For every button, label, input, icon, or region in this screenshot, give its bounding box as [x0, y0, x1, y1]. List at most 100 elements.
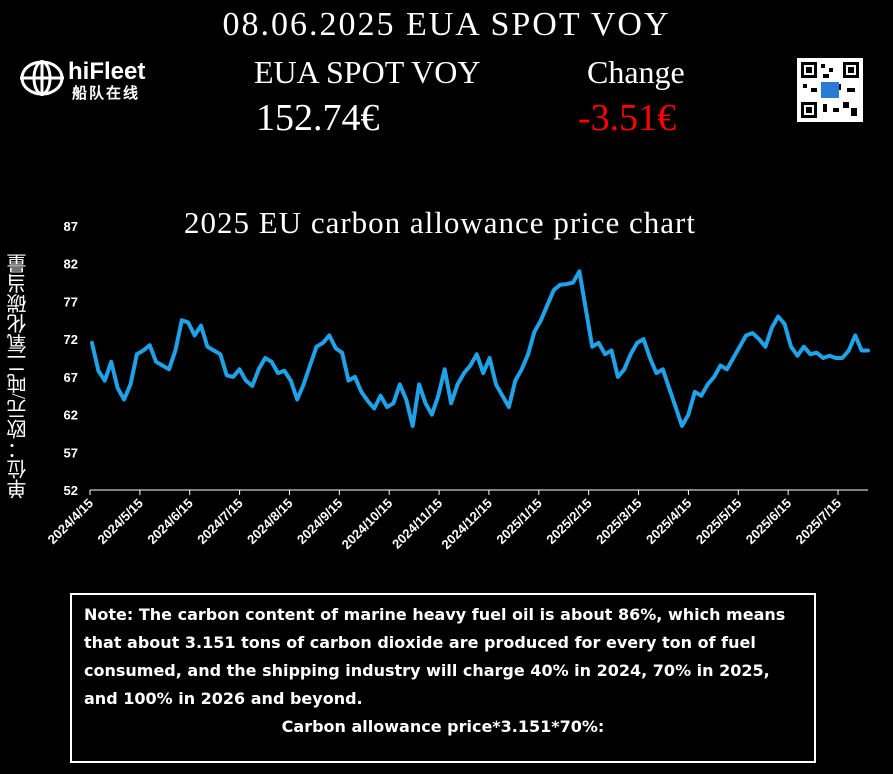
data-point	[866, 349, 870, 352]
data-point	[366, 399, 370, 403]
chart-title: 2025 EU carbon allowance price chart	[184, 205, 696, 240]
data-point	[327, 333, 331, 337]
data-point	[436, 394, 440, 398]
data-point	[103, 379, 107, 383]
data-point	[802, 345, 806, 349]
data-point	[545, 303, 549, 307]
data-point	[571, 281, 575, 285]
data-point	[481, 371, 485, 375]
series-line	[90, 269, 870, 428]
data-point	[661, 367, 665, 371]
y-tick-label: 62	[64, 408, 78, 423]
x-tick-label: 2025/4/15	[643, 496, 695, 548]
x-tick-label: 2024/8/15	[244, 496, 296, 548]
data-point	[539, 318, 543, 322]
data-point	[449, 401, 453, 405]
data-point	[238, 367, 241, 371]
hifleet-logo: hiFleet 船队在线	[20, 58, 170, 102]
data-point	[725, 367, 729, 371]
data-point	[321, 341, 325, 345]
x-tick-label: 2024/5/15	[94, 496, 146, 548]
data-point	[186, 321, 190, 324]
data-point	[231, 375, 235, 379]
data-point	[635, 341, 639, 345]
x-tick-label: 2024/6/15	[144, 496, 196, 548]
data-point	[558, 283, 562, 287]
data-point	[430, 413, 434, 417]
data-point	[359, 390, 363, 394]
data-point	[212, 349, 216, 352]
data-point	[712, 375, 716, 379]
data-point	[699, 394, 703, 398]
data-point	[597, 341, 601, 345]
data-point	[763, 345, 767, 349]
data-point	[161, 364, 164, 367]
data-point	[276, 371, 280, 375]
data-point	[622, 367, 626, 371]
y-tick-label: 67	[64, 370, 78, 385]
data-point	[500, 394, 504, 398]
data-point	[475, 352, 479, 356]
data-point	[565, 282, 569, 286]
data-point	[828, 354, 831, 358]
data-point	[526, 352, 530, 356]
x-tick-label: 2024/11/15	[389, 496, 445, 552]
price-value: 152.74€	[256, 97, 380, 139]
note-text: Note: The carbon content of marine heavy…	[84, 605, 786, 708]
data-point	[642, 337, 645, 341]
x-tick-label: 2024/12/15	[438, 496, 495, 553]
logo-subtitle: 船队在线	[72, 85, 141, 102]
data-point	[116, 386, 120, 390]
data-point	[180, 318, 184, 322]
data-point	[513, 379, 517, 383]
data-point	[860, 349, 864, 352]
data-point	[853, 333, 857, 337]
y-tick-label: 82	[64, 257, 78, 272]
data-point	[815, 351, 819, 355]
x-tick-label: 2025/3/15	[593, 496, 645, 548]
x-tick-label: 2024/9/15	[294, 496, 346, 548]
data-point	[719, 364, 722, 367]
y-tick-label: 57	[64, 445, 78, 460]
data-point	[674, 405, 678, 409]
y-tick-label: 77	[64, 294, 78, 309]
data-point	[462, 371, 466, 375]
data-point	[289, 379, 293, 383]
data-point	[347, 379, 350, 383]
data-point	[456, 382, 460, 386]
data-point	[520, 367, 524, 371]
data-point	[257, 367, 261, 371]
data-point	[789, 345, 793, 349]
data-point	[776, 315, 780, 318]
data-point	[507, 405, 511, 409]
data-point	[193, 333, 197, 337]
data-point	[411, 424, 415, 428]
data-point	[302, 382, 306, 386]
qr-code-icon	[797, 58, 863, 122]
data-point	[404, 398, 408, 401]
data-point	[847, 349, 851, 352]
data-point	[770, 326, 774, 330]
logo-name: hiFleet	[68, 58, 146, 85]
y-tick-label: 72	[64, 332, 78, 347]
data-point	[167, 367, 171, 371]
y-tick-label: 52	[64, 483, 78, 498]
data-point	[552, 288, 556, 292]
x-tick-label: 2024/4/15	[45, 496, 97, 548]
change-value: -3.51€	[578, 97, 677, 139]
data-point	[693, 390, 697, 394]
data-point	[610, 349, 613, 352]
data-point	[173, 349, 177, 352]
data-point	[391, 401, 395, 405]
data-point	[834, 356, 838, 360]
data-point	[199, 324, 203, 328]
x-tick-label: 2025/2/15	[543, 496, 595, 548]
data-point	[109, 360, 113, 364]
data-point	[744, 333, 748, 337]
data-point	[154, 360, 158, 364]
data-point	[648, 356, 652, 360]
data-point	[629, 352, 633, 356]
data-point	[731, 356, 735, 360]
data-point	[590, 345, 594, 349]
